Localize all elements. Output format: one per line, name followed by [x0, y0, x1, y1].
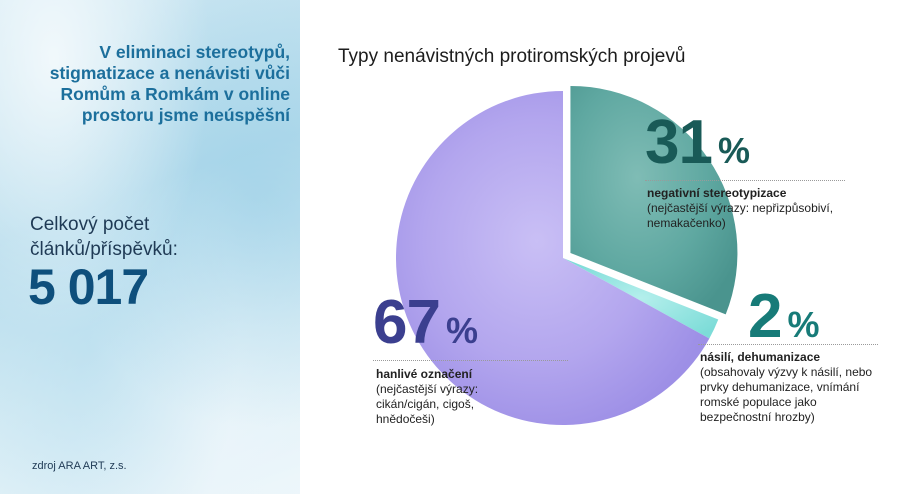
source-note: zdroj ARA ART, z.s. — [32, 460, 127, 472]
legend-nasili-detail: (obsahovaly výzvy k násilí, nebo prvky d… — [700, 365, 873, 424]
headline: V eliminaci stereotypů, stigmatizace a n… — [49, 42, 290, 125]
legend-nasili: násilí, dehumanizace (obsahovaly výzvy k… — [700, 350, 890, 425]
percent-negativni-sign: % — [717, 130, 750, 171]
pie-slice-negativni — [570, 85, 738, 315]
pie-slice-nasili — [563, 258, 719, 339]
chart-title: Typy nenávistných protiromských projevů — [338, 46, 686, 67]
legend-hanlive: hanlivé označení (nejčastější výrazy: ci… — [376, 367, 516, 427]
total-count-label: Celkový počet článků/příspěvků: — [30, 214, 178, 260]
percent-nasili-value: 2 — [748, 282, 782, 351]
total-count-value: 5 017 — [28, 259, 149, 315]
percent-hanlive: 67% — [373, 292, 478, 354]
percent-nasili: 2% — [748, 286, 820, 348]
percent-negativni: 31% — [645, 112, 750, 174]
percent-negativni-value: 31 — [645, 108, 713, 177]
divider-hanlive — [373, 360, 568, 361]
sidebar-panel: V eliminaci stereotypů, stigmatizace a n… — [0, 0, 300, 494]
percent-hanlive-sign: % — [445, 310, 478, 351]
percent-hanlive-value: 67 — [373, 288, 441, 357]
pie-slice-hanlive — [396, 91, 710, 426]
percent-nasili-sign: % — [787, 304, 820, 345]
legend-negativni-label: negativní stereotypizace — [647, 186, 787, 200]
legend-hanlive-detail: (nejčastější výrazy: cikán/cigán, cigoš,… — [376, 382, 479, 426]
legend-hanlive-label: hanlivé označení — [376, 367, 473, 381]
divider-negativni — [645, 180, 845, 181]
divider-nasili — [698, 344, 878, 345]
legend-negativni-detail: (nejčastější výrazy: nepřizpůsobiví, nem… — [647, 201, 834, 230]
legend-negativni: negativní stereotypizace (nejčastější vý… — [647, 186, 847, 231]
legend-nasili-label: násilí, dehumanizace — [700, 350, 821, 364]
